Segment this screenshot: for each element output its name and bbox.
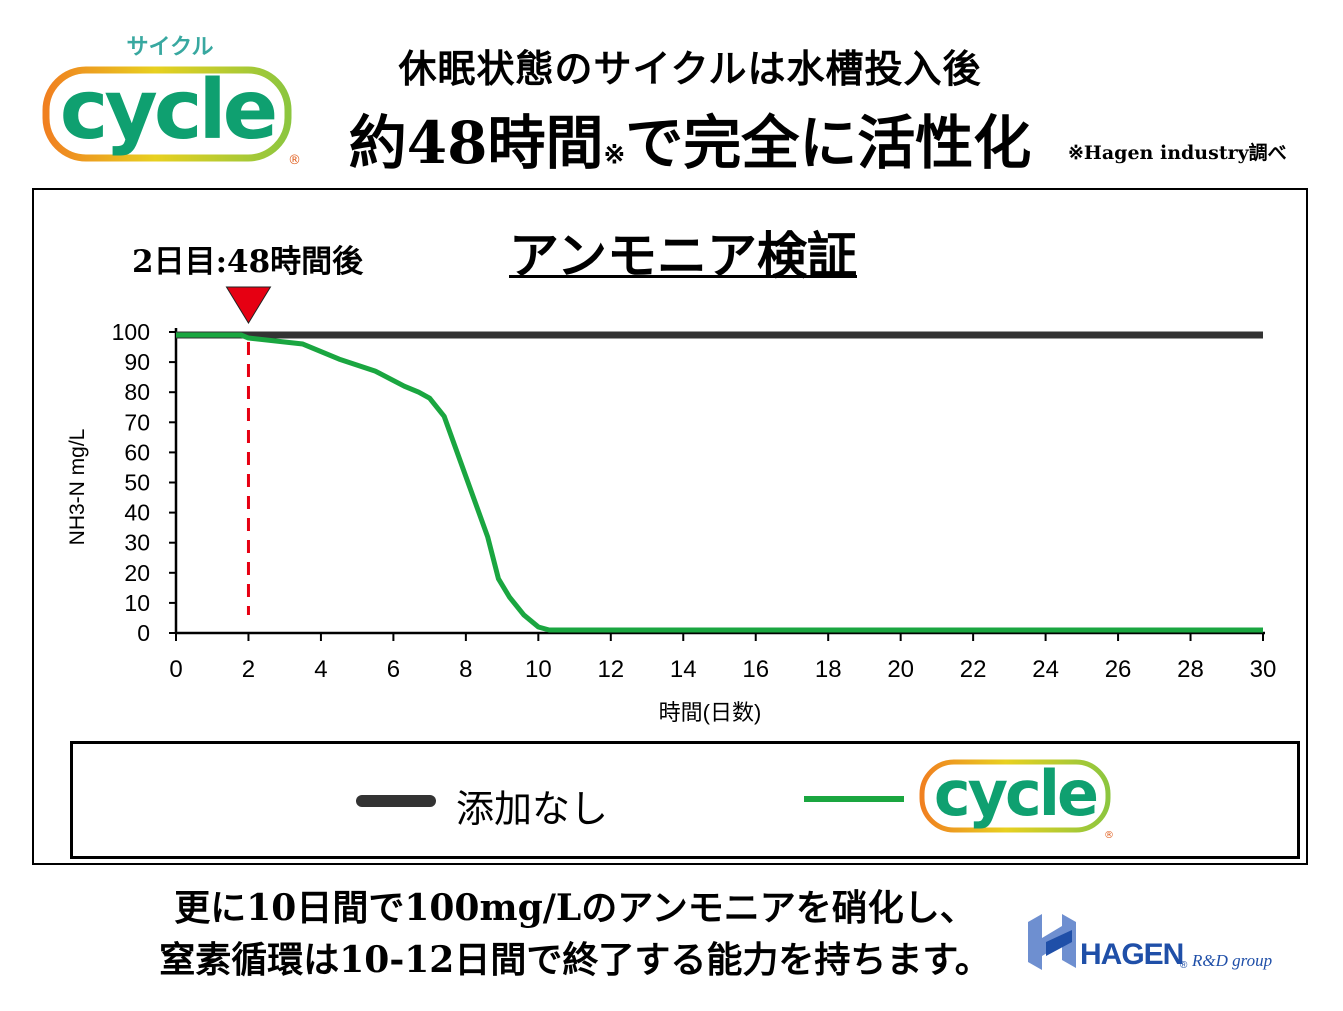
x-tick-label: 2 <box>242 656 255 683</box>
x-tick-label: 18 <box>815 656 842 683</box>
footer-text: 更に10日間で100mg/Lのアンモニアを硝化し、 窒素循環は10-12日間で終… <box>80 882 1070 986</box>
y-tick-label: 80 <box>124 379 150 405</box>
y-tick-label: 40 <box>124 500 150 526</box>
legend-box <box>70 741 1300 859</box>
x-tick-label: 22 <box>960 656 987 683</box>
hagen-name: HAGEN <box>1080 938 1183 971</box>
footer-line2: 窒素循環は10-12日間で終了する能力を持ちます。 <box>159 939 991 981</box>
hagen-logo: HAGEN ® R&D group <box>1028 914 1272 971</box>
chart-marker <box>225 286 272 615</box>
y-axis-label: NH3-N mg/L <box>66 429 89 546</box>
legend-label-no-additive: 添加なし <box>456 787 609 831</box>
x-tick-label: 0 <box>169 656 182 683</box>
y-tick-label: 10 <box>124 590 150 616</box>
x-tick-label: 20 <box>887 656 914 683</box>
y-tick-label: 100 <box>112 319 150 345</box>
x-tick-label: 14 <box>670 656 697 683</box>
x-tick-label: 8 <box>459 656 472 683</box>
y-tick-label: 60 <box>124 439 150 465</box>
x-tick-label: 30 <box>1250 656 1277 683</box>
headline-line2: 約48時間※で完全に活性化 <box>335 96 1045 180</box>
chart-series <box>176 331 1263 633</box>
x-tick-label: 16 <box>742 656 769 683</box>
y-tick-label: 50 <box>124 470 150 496</box>
headline-line1: 休眠状態のサイクルは水槽投入後 <box>398 46 982 91</box>
headline-main: 約48時間 <box>348 109 604 177</box>
x-axis-label: 時間(日数) <box>659 700 762 725</box>
logo-word: cycle <box>60 63 275 158</box>
y-tick-label: 90 <box>124 349 150 375</box>
legend-swatch-no-additive <box>356 795 436 807</box>
marker-label: 2日目:48時間後 <box>132 244 364 280</box>
y-tick-label: 30 <box>124 530 150 556</box>
x-tick-label: 26 <box>1105 656 1132 683</box>
logo-ring <box>42 66 292 162</box>
logo-registered-mark: ® <box>288 153 301 168</box>
y-tick-label: 0 <box>137 620 150 646</box>
series-line-cycle <box>176 332 1263 633</box>
chart-frame <box>32 188 1308 865</box>
x-tick-label: 4 <box>314 656 327 683</box>
x-tick-label: 28 <box>1177 656 1204 683</box>
hagen-sub: R&D group <box>1191 951 1272 970</box>
x-tick-label: 24 <box>1032 656 1059 683</box>
x-tick-label: 10 <box>525 656 552 683</box>
y-tick-label: 20 <box>124 560 150 586</box>
y-tick-label: 70 <box>124 409 150 435</box>
source-note: ※Hagen industry調べ <box>1068 142 1287 164</box>
legend-swatch-cycle <box>804 796 904 802</box>
hagen-registered-mark: ® <box>1180 960 1188 971</box>
logo-small-text: サイクル <box>127 35 214 60</box>
chart-title: アンモニア検証 <box>509 226 857 285</box>
legend-logo-registered-mark: ® <box>1104 830 1114 841</box>
headline-rest: で完全に活性化 <box>625 109 1032 177</box>
legend-logo-word: cycle <box>934 758 1097 830</box>
footer-line1: 更に10日間で100mg/Lのアンモニアを硝化し、 <box>174 887 976 929</box>
marker-triangle <box>225 286 272 324</box>
x-tick-label: 6 <box>387 656 400 683</box>
legend-cycle-logo: cycle ® <box>919 758 1114 841</box>
x-tick-label: 12 <box>597 656 624 683</box>
cycle-logo: サイクル cycle ® <box>42 35 301 168</box>
headline-note-mark: ※ <box>603 140 626 170</box>
